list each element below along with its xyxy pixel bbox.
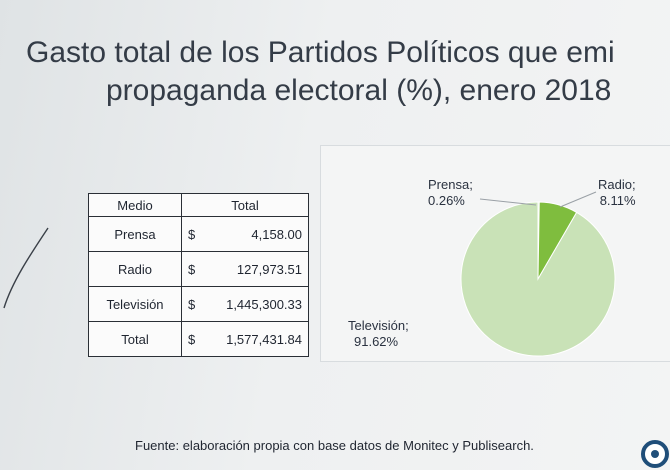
cell-total: 1,577,431.84 <box>208 321 309 357</box>
label-radio-value: 8.11% <box>599 193 636 208</box>
label-television-name: Televisión <box>348 318 406 333</box>
slide-title: Gasto total de los Partidos Políticos qu… <box>26 34 670 110</box>
leader-line-radio <box>559 191 597 208</box>
label-prensa: Prensa; 0.26% <box>428 177 473 208</box>
header-medio: Medio <box>88 193 182 217</box>
cell-total: 1,445,300.33 <box>208 286 309 322</box>
leader-line-prensa <box>479 198 537 206</box>
decorative-curve <box>3 227 49 309</box>
cell-currency: $ <box>181 251 208 287</box>
table-row: Televisión $ 1,445,300.33 <box>88 286 309 322</box>
title-line-2: propaganda electoral (%), enero 2018 <box>106 74 612 107</box>
cell-total: 127,973.51 <box>208 251 309 287</box>
spending-table: Medio Total Prensa $ 4,158.00 Radio $ 12… <box>88 193 309 357</box>
cell-total: 4,158.00 <box>208 216 309 252</box>
cell-medio: Total <box>88 321 182 357</box>
title-line-1: Gasto total de los Partidos Políticos qu… <box>26 36 615 69</box>
label-prensa-name: Prensa <box>428 177 470 192</box>
label-television-value: 91.62% <box>354 334 399 349</box>
source-footnote: Fuente: elaboración propia con base dato… <box>135 438 534 453</box>
label-prensa-value: 0.26% <box>428 193 465 208</box>
table-row: Total $ 1,577,431.84 <box>88 321 309 357</box>
logo-icon <box>641 440 669 468</box>
cell-currency: $ <box>181 321 208 357</box>
label-radio-name: Radio <box>598 177 632 192</box>
pie-slice-television <box>460 201 616 357</box>
table-header-row: Medio Total <box>88 193 309 217</box>
cell-currency: $ <box>181 216 208 252</box>
header-total: Total <box>181 193 309 217</box>
label-radio: Radio; 8.11% <box>598 177 636 208</box>
label-television: Televisión; 91.62% <box>348 318 409 349</box>
cell-medio: Televisión <box>88 286 182 322</box>
